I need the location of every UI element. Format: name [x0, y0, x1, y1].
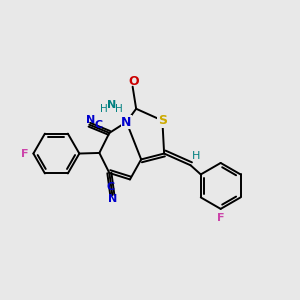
- Text: S: S: [158, 114, 167, 127]
- Text: H: H: [115, 104, 123, 114]
- Text: C: C: [107, 182, 115, 193]
- Text: O: O: [128, 75, 139, 88]
- Text: N: N: [121, 116, 132, 128]
- Text: H: H: [100, 104, 108, 114]
- Text: N: N: [107, 194, 117, 204]
- Text: C: C: [94, 120, 102, 130]
- Text: N: N: [86, 115, 95, 125]
- Text: N: N: [107, 100, 116, 110]
- Text: F: F: [217, 213, 224, 223]
- Text: F: F: [21, 148, 28, 158]
- Text: H: H: [192, 152, 200, 161]
